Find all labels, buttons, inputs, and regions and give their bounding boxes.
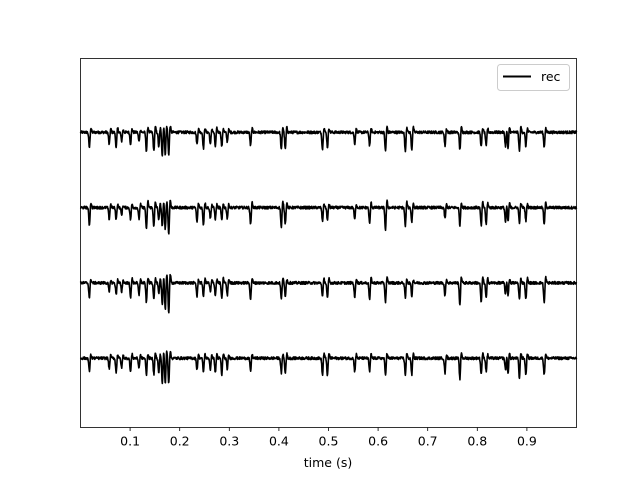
x-axis-ticks: 0.1 0.2 0.3 0.4 0.5 0.6 0.7 0.8 0.9 [120, 427, 537, 449]
x-tick-label: 0.3 [219, 434, 239, 449]
x-tick-label: 0.8 [467, 434, 487, 449]
recording-traces [79, 125, 578, 385]
x-tick-label: 0.4 [269, 434, 289, 449]
legend-box [497, 64, 570, 91]
x-tick-label: 0.7 [418, 434, 438, 449]
x-tick-label: 0.1 [120, 434, 140, 449]
x-tick-label: 0.9 [517, 434, 537, 449]
x-tick-label: 0.2 [170, 434, 190, 449]
x-tick-label: 0.6 [368, 434, 388, 449]
trace-line-1 [79, 125, 578, 157]
legend-label-rec: rec [541, 69, 561, 84]
trace-line-4 [79, 350, 578, 385]
trace-line-3 [79, 273, 578, 314]
legend: rec [497, 64, 570, 91]
x-tick-label: 0.5 [319, 434, 339, 449]
trace-line-2 [79, 199, 578, 235]
x-axis-label: time (s) [304, 455, 352, 470]
